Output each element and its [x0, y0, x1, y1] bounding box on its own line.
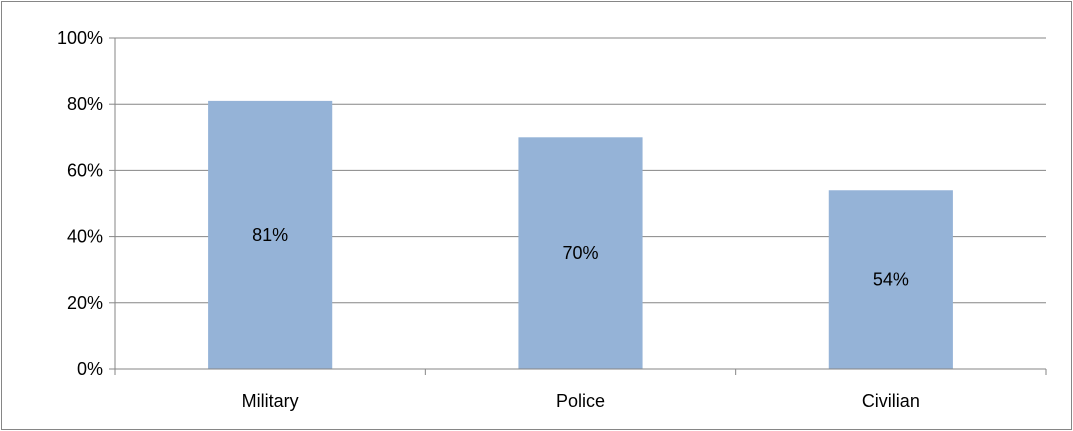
y-tick-label-80: 80% [67, 94, 103, 114]
x-tick-label-police: Police [556, 391, 605, 411]
y-tick-label-60: 60% [67, 160, 103, 180]
y-tick-label-0: 0% [77, 359, 103, 379]
y-tick-label-100: 100% [57, 28, 103, 48]
data-label-police: 70% [562, 243, 598, 263]
bars [208, 100, 953, 369]
y-tick-label-20: 20% [67, 293, 103, 313]
bar-military [208, 100, 333, 369]
labels: 0% 20% 40% 60% 80% 100% 81% Military 70% Police 54… [57, 28, 920, 411]
axes [109, 37, 1047, 375]
data-label-civilian: 54% [873, 270, 909, 290]
bar-civilian [828, 190, 953, 369]
bar-police [518, 137, 643, 369]
data-label-military: 81% [252, 225, 288, 245]
y-tick-label-40: 40% [67, 227, 103, 247]
x-tick-label-civilian: Civilian [862, 391, 920, 411]
x-tick-label-military: Military [242, 391, 299, 411]
